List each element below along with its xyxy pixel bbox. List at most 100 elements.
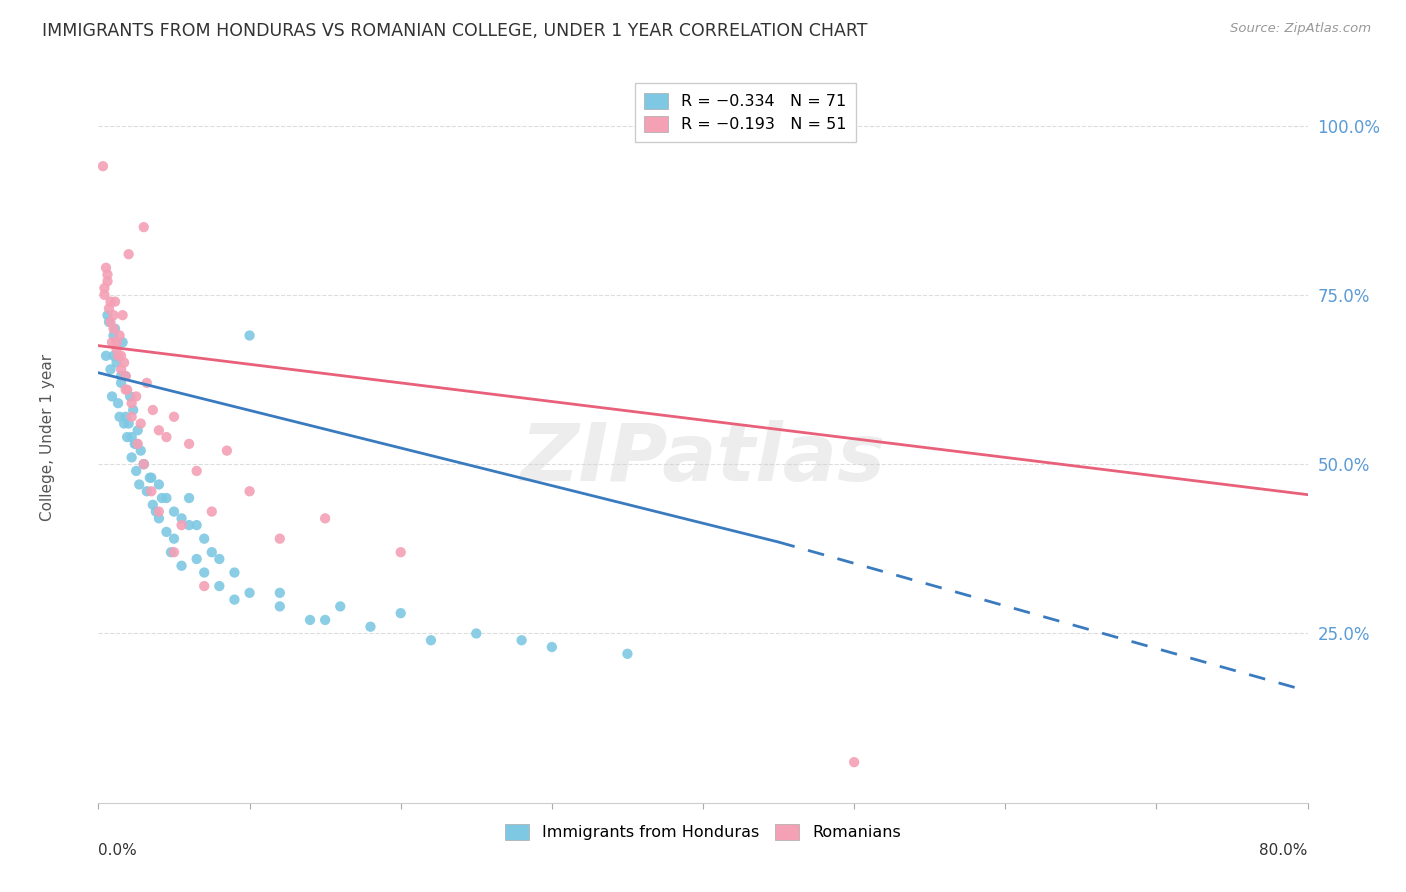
Point xyxy=(142,403,165,417)
Point xyxy=(112,355,135,369)
Text: 80.0%: 80.0% xyxy=(1260,843,1308,858)
Point xyxy=(193,532,215,546)
Point xyxy=(269,599,291,614)
Point xyxy=(148,505,170,519)
Point xyxy=(224,592,246,607)
Point xyxy=(125,464,148,478)
Point xyxy=(129,443,152,458)
Point xyxy=(179,491,201,505)
Point xyxy=(103,328,125,343)
Point xyxy=(132,457,155,471)
Point xyxy=(540,640,562,654)
Point xyxy=(314,511,336,525)
Point xyxy=(148,423,170,437)
Point xyxy=(186,552,208,566)
Point xyxy=(107,396,129,410)
Point xyxy=(389,606,412,620)
Point xyxy=(170,518,193,533)
Point xyxy=(389,545,412,559)
Point xyxy=(179,518,201,533)
Point xyxy=(193,579,215,593)
Point xyxy=(201,545,224,559)
Point xyxy=(141,484,163,499)
Point xyxy=(132,457,155,471)
Point xyxy=(114,369,136,384)
Point xyxy=(420,633,443,648)
Point xyxy=(105,335,128,350)
Point xyxy=(125,437,148,451)
Point xyxy=(94,260,117,275)
Point xyxy=(186,518,208,533)
Point xyxy=(107,349,129,363)
Point xyxy=(148,511,170,525)
Point xyxy=(135,376,157,390)
Point xyxy=(215,443,238,458)
Point xyxy=(139,471,162,485)
Point xyxy=(299,613,322,627)
Point xyxy=(103,308,125,322)
Point xyxy=(105,342,128,356)
Point xyxy=(91,159,114,173)
Point xyxy=(465,626,488,640)
Text: ZIPatlas: ZIPatlas xyxy=(520,420,886,498)
Legend: Immigrants from Honduras, Romanians: Immigrants from Honduras, Romanians xyxy=(496,814,910,850)
Point xyxy=(121,450,143,465)
Point xyxy=(94,349,117,363)
Point xyxy=(129,417,152,431)
Point xyxy=(844,755,866,769)
Point xyxy=(121,396,143,410)
Point xyxy=(150,491,173,505)
Point xyxy=(114,383,136,397)
Point xyxy=(105,355,128,369)
Point xyxy=(127,437,149,451)
Point xyxy=(201,505,224,519)
Text: IMMIGRANTS FROM HONDURAS VS ROMANIAN COLLEGE, UNDER 1 YEAR CORRELATION CHART: IMMIGRANTS FROM HONDURAS VS ROMANIAN COL… xyxy=(42,22,868,40)
Point xyxy=(108,409,131,424)
Point xyxy=(239,484,262,499)
Point xyxy=(163,505,186,519)
Point xyxy=(163,532,186,546)
Point xyxy=(93,281,115,295)
Point xyxy=(239,328,262,343)
Point xyxy=(115,383,138,397)
Point xyxy=(96,274,118,288)
Point xyxy=(104,322,127,336)
Point xyxy=(155,430,177,444)
Point xyxy=(314,613,336,627)
Point xyxy=(155,491,177,505)
Point xyxy=(103,322,125,336)
Point xyxy=(98,315,121,329)
Point xyxy=(110,349,132,363)
Point xyxy=(111,335,134,350)
Point xyxy=(118,417,141,431)
Point xyxy=(118,247,141,261)
Point xyxy=(120,389,142,403)
Point xyxy=(98,301,121,316)
Point xyxy=(96,308,118,322)
Point xyxy=(155,524,177,539)
Point xyxy=(170,558,193,573)
Point xyxy=(125,389,148,403)
Point xyxy=(121,430,143,444)
Point xyxy=(115,430,138,444)
Point xyxy=(96,268,118,282)
Point xyxy=(128,477,150,491)
Point xyxy=(269,532,291,546)
Point xyxy=(100,315,122,329)
Point xyxy=(360,620,382,634)
Point xyxy=(145,505,167,519)
Point xyxy=(121,409,143,424)
Point xyxy=(616,647,638,661)
Text: College, Under 1 year: College, Under 1 year xyxy=(41,353,55,521)
Point xyxy=(124,437,146,451)
Point xyxy=(142,498,165,512)
Point xyxy=(93,288,115,302)
Point xyxy=(111,308,134,322)
Point xyxy=(186,464,208,478)
Point xyxy=(100,362,122,376)
Point xyxy=(163,409,186,424)
Point xyxy=(135,484,157,499)
Point xyxy=(193,566,215,580)
Point xyxy=(114,369,136,384)
Point xyxy=(108,328,131,343)
